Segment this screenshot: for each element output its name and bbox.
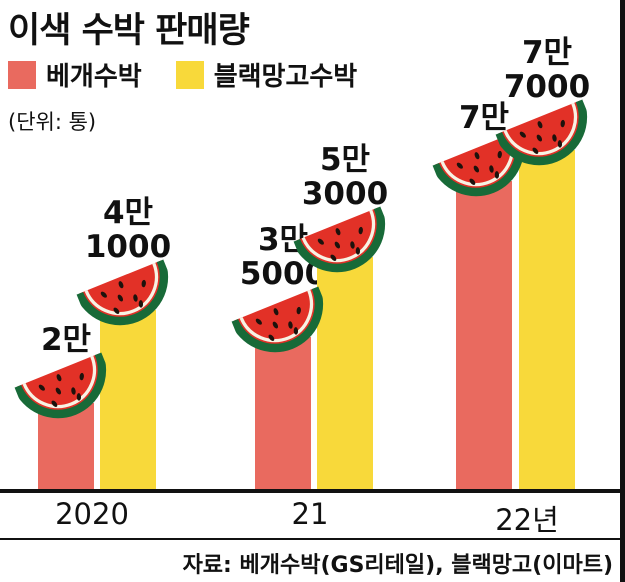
bar-column: 5만 3000: [317, 143, 373, 492]
x-tick-22: 22년: [495, 503, 559, 537]
value-label-blackmango-22: 7만 7000: [503, 35, 591, 105]
bar-column: 7만: [456, 99, 512, 492]
source-note: 자료: 베개수박(GS리테일), 블랙망고(이마트): [182, 553, 613, 578]
bar-blackmango-2020: [100, 310, 156, 492]
bar-pillow-2020: [38, 403, 94, 492]
legend-swatch-black-mango-watermelon: [175, 60, 204, 89]
x-tick-2020: 2020: [55, 497, 129, 531]
bar-column: 7만 7000: [519, 36, 575, 492]
legend-swatch-pillow-watermelon: [8, 60, 36, 89]
value-label-blackmango-2020: 4만 1000: [84, 195, 172, 265]
value-label-pillow-2020: 2만: [40, 321, 92, 358]
value-label-blackmango-21: 5만 3000: [301, 142, 389, 212]
x-axis-line: [0, 489, 621, 493]
right-edge-rule: [620, 0, 625, 582]
x-tick-21: 21: [291, 497, 329, 531]
watermelon-slice-icon: [291, 200, 400, 289]
bar-column: 2만: [38, 321, 94, 492]
bar-blackmango-22: [519, 150, 575, 492]
legend: 베개수박 블랙망고수박: [8, 56, 381, 93]
unit-note: (단위: 통): [8, 110, 97, 134]
bar-blackmango-21: [317, 257, 373, 492]
bar-column: 4만 1000: [100, 196, 156, 492]
bar-pillow-21: [255, 337, 311, 492]
value-label-pillow-22: 7만: [458, 99, 510, 136]
bar-pillow-22: [456, 181, 512, 492]
legend-label-black-mango-watermelon: 블랙망고수박: [213, 62, 358, 92]
footer-divider-line: [0, 538, 621, 540]
chart-title: 이색 수박 판매량: [8, 11, 250, 51]
watermelon-slice-icon: [74, 253, 183, 342]
legend-label-pillow-watermelon: 베개수박: [46, 62, 142, 92]
